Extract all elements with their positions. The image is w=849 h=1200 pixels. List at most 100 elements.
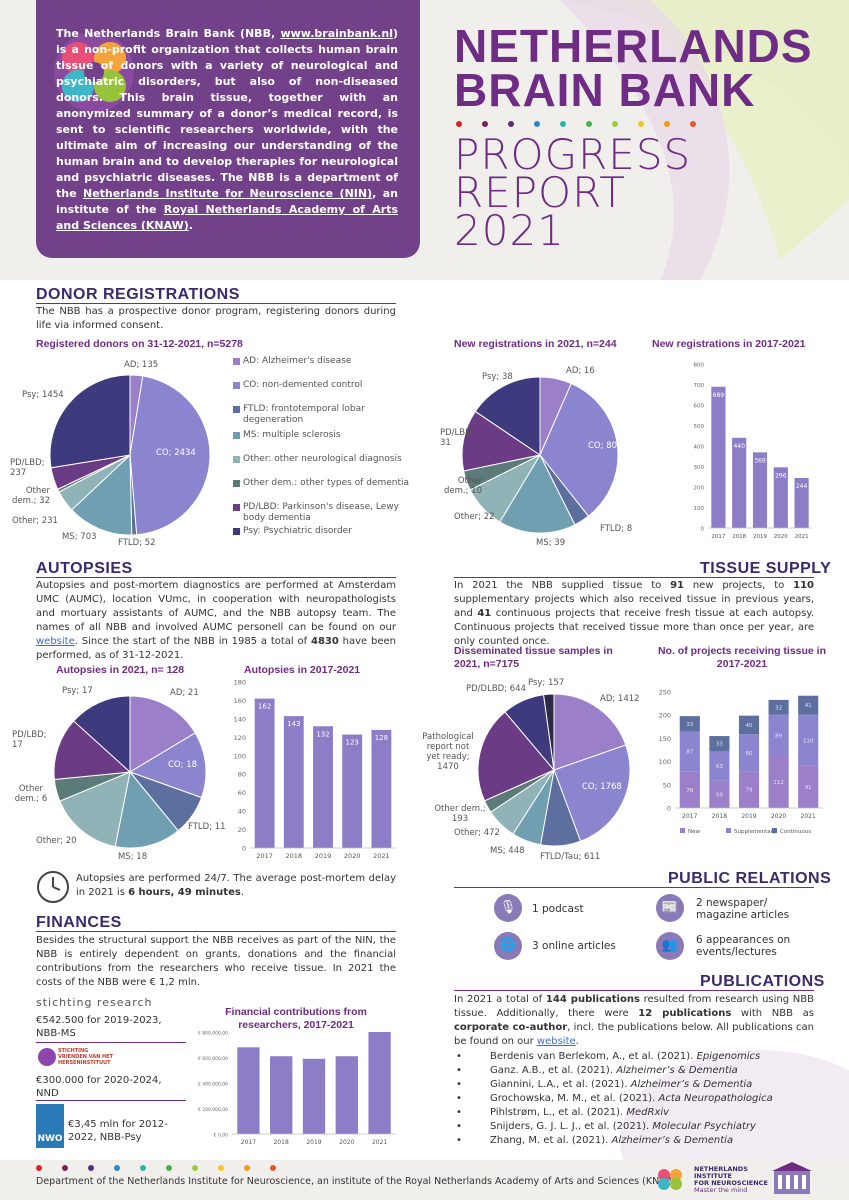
pie-label: FTLD; 11 <box>188 822 226 832</box>
donor-heading: DONOR REGISTRATIONS <box>36 286 240 303</box>
pie-label: Other; 20 <box>36 836 77 846</box>
legend-label: Other: other neurological diagnosis <box>243 454 402 464</box>
x-tick-label: 2017 <box>256 852 273 860</box>
bar-new-2021 <box>798 765 819 808</box>
bar-supplementary-2017 <box>679 731 700 772</box>
divider <box>36 1042 186 1043</box>
y-tick-label: 100 <box>234 752 246 760</box>
x-tick-label: 2020 <box>344 852 361 860</box>
text-part: have been performed, as of 31-12-2021. <box>36 636 397 661</box>
pie-label: PD/LBD; 31 <box>440 428 475 448</box>
legend-swatch <box>233 480 240 487</box>
autopsy-total: 4830 <box>311 636 339 647</box>
publications-text: In 2021 a total of 144 publications resu… <box>454 993 814 1049</box>
intro-part: The Netherlands Brain Bank (NBB, <box>56 27 281 40</box>
website-link[interactable]: website <box>36 636 75 647</box>
y-tick-label: 0 <box>667 805 671 813</box>
legend-label: Other dem.: other types of dementia <box>243 478 410 488</box>
brainbank-link[interactable]: www.brainbank.nl <box>280 27 393 40</box>
data-label: 296 <box>775 472 787 479</box>
legend-swatch <box>233 504 240 511</box>
y-tick-label: 200 <box>659 712 671 720</box>
bar-continuous-2021 <box>798 695 819 715</box>
corporate-coauthor: corporate co-author <box>454 1022 568 1033</box>
data-label: 689 <box>713 392 725 399</box>
pie-label: Psy; 1454 <box>22 390 64 400</box>
pie-label: MS; 703 <box>62 532 97 542</box>
finances-heading: FINANCES <box>36 914 122 931</box>
data-label: 110 <box>803 738 814 744</box>
pie-label: PD/LBD; 17 <box>12 730 47 750</box>
legend-swatch <box>233 528 240 535</box>
website-link[interactable]: website <box>536 1036 576 1047</box>
y-tick-label: 180 <box>234 679 246 687</box>
sponsor-3-text: €3,45 mln for 2012-2022, NBB-Psy <box>68 1119 168 1143</box>
legend-label: Supplementary <box>734 829 777 835</box>
intro-part: . <box>188 219 193 232</box>
bar-2020 <box>342 734 363 848</box>
post-mortem-delay: 6 hours, 49 minutes <box>128 887 241 898</box>
logo-line: NETHERLANDS <box>694 1165 748 1173</box>
x-tick-label: 2018 <box>274 1139 289 1146</box>
text-part: . <box>240 887 244 898</box>
pie-label: AD; 135 <box>124 360 159 370</box>
bar-new-2017 <box>679 771 700 808</box>
subtitle-line-1: PROGRESS <box>454 130 692 179</box>
autopsies-slice-ms <box>114 770 179 849</box>
pie-label: PD/LBD; 237 <box>10 458 45 478</box>
legend-swatch <box>233 406 240 413</box>
data-label: 40 <box>746 723 753 729</box>
chart-title: Disseminated tissue samples in 2021, n=7… <box>454 645 613 670</box>
y-tick-label: € 600.000,00 <box>198 1056 228 1062</box>
data-label: 132 <box>316 730 329 738</box>
bar-2017 <box>711 386 726 528</box>
bullet: • <box>456 1121 462 1132</box>
new-registrations-slice-ms <box>499 453 576 534</box>
bar-continuous-2019 <box>738 715 760 735</box>
publication-item: Pihlstrøm, L., et al. (2021). MedRxiv <box>490 1107 669 1118</box>
text-part: Autopsies are performed 24/7. The averag… <box>76 873 396 898</box>
text-part: Autopsies and post-mortem diagnostics ar… <box>36 580 396 633</box>
pie-label: PD/DLBD; 644 <box>466 684 526 694</box>
x-tick-label: 2021 <box>373 852 390 860</box>
y-tick-label: 100 <box>659 758 671 766</box>
data-label: 91 <box>805 785 812 791</box>
y-tick-label: 600 <box>694 404 705 410</box>
autopsies-heading: AUTOPSIES <box>36 560 133 577</box>
publication-journal: Acta Neuropathologica <box>658 1093 773 1104</box>
legend-label: AD: Alzheimer's disease <box>243 356 352 366</box>
pie-label: Pathological report not yet ready; 1470 <box>422 732 474 772</box>
bar-2019 <box>313 726 333 848</box>
publication-authors: Giannini, L.A., et al. (2021). <box>490 1079 631 1090</box>
chart-title: Autopsies in 2021, n= 128 <box>56 664 185 676</box>
nin-logo-text: NETHERLANDS INSTITUTE FOR NEUROSCIENCE M… <box>694 1166 768 1194</box>
knaw-link[interactable]: Royal Netherlands Academy of Arts and Sc… <box>56 203 398 232</box>
divider <box>454 990 814 991</box>
publication-authors: Pihlstrøm, L., et al. (2021). <box>490 1107 627 1118</box>
logo-line: Master the mind <box>694 1186 748 1194</box>
text-part: In 2021 the NBB supplied tissue to <box>454 580 671 591</box>
y-tick-label: 100 <box>694 506 705 512</box>
pie-label: Other; 231 <box>12 516 58 526</box>
y-tick-label: 140 <box>234 715 246 723</box>
legend-item: PD/LBD: Parkinson's disease, Lewy body d… <box>233 502 413 524</box>
finances-text: Besides the structural support the NBB r… <box>36 935 396 988</box>
x-tick-label: 2017 <box>711 534 725 540</box>
legend-swatch <box>726 828 731 833</box>
publication-authors: Berdenis van Berlekom, A., et al. (2021)… <box>490 1051 697 1062</box>
publication-item: Snijders, G. J. L. J., et al. (2021). Mo… <box>490 1121 756 1132</box>
divider <box>454 577 814 578</box>
nin-link[interactable]: Netherlands Institute for Neuroscience (… <box>83 187 373 200</box>
data-label: 112 <box>773 780 784 786</box>
y-tick-label: € 200.000,00 <box>198 1107 228 1113</box>
donor-text: The NBB has a prospective donor program,… <box>36 306 396 331</box>
divider <box>36 1100 186 1101</box>
pie-label: MS; 18 <box>118 852 148 862</box>
bar-2017 <box>237 1047 260 1134</box>
publication-journal: MedRxiv <box>626 1107 670 1118</box>
data-label: 78 <box>686 788 693 794</box>
new-registrations-chart: 0 100 200 300 400 500 600 700 800 689 2017 440 2018 3… <box>694 363 812 540</box>
x-tick-label: 2021 <box>372 1139 387 1146</box>
bar-2021 <box>371 729 392 848</box>
